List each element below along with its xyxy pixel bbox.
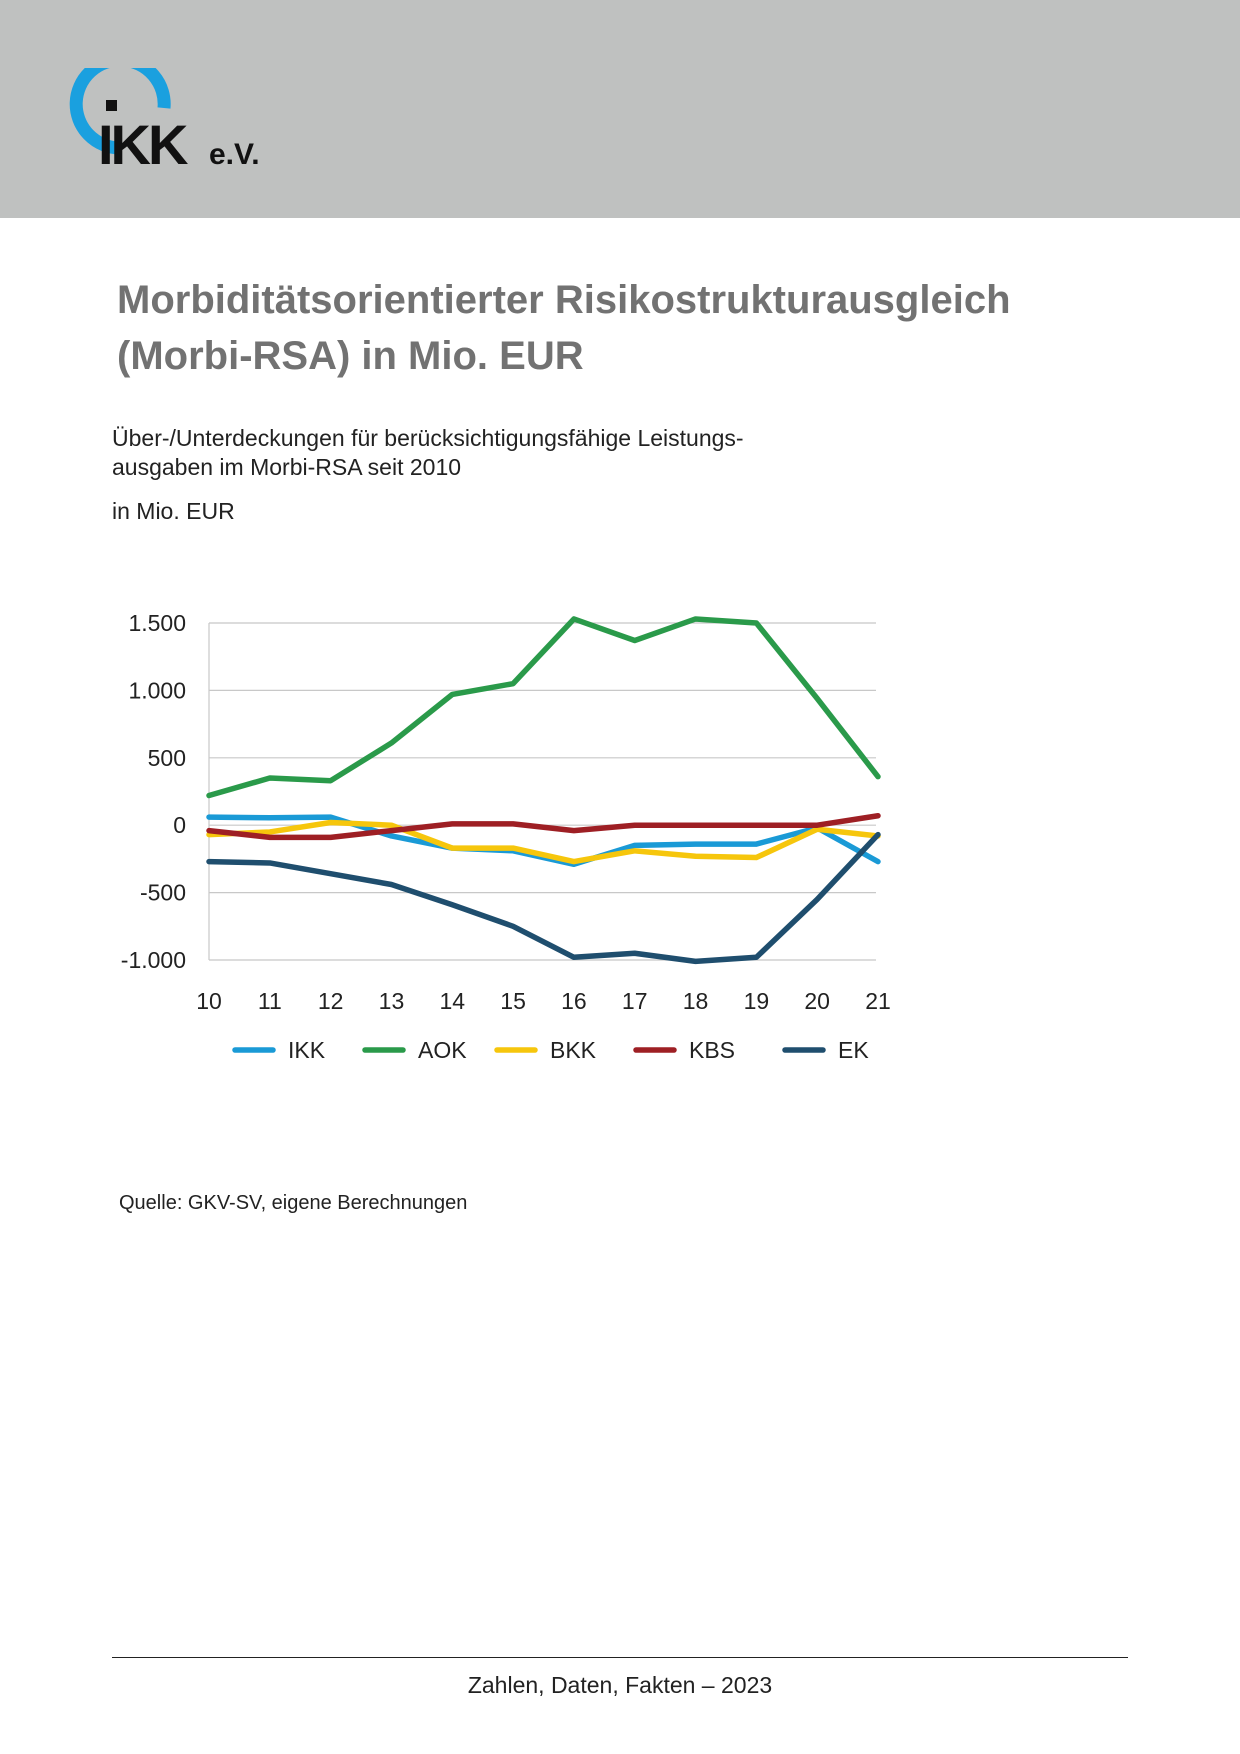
chart-svg: 1.500 1.000 500 0 -500 -1.000 10 11 12 13 14 15 16 17… — [0, 580, 1240, 1100]
logo-text: IKK — [98, 113, 188, 176]
page-title: Morbiditätsorientierter Risikostrukturau… — [117, 272, 1167, 384]
x-tick-label: 17 — [622, 988, 648, 1014]
series-line-aok — [209, 619, 878, 796]
subtitle-line1: Über-/Unterdeckungen für berücksichtigun… — [112, 424, 832, 453]
x-tick-label: 14 — [439, 988, 465, 1014]
legend-label-bkk: BKK — [550, 1037, 597, 1063]
x-tick-label: 18 — [683, 988, 709, 1014]
x-tick-label: 19 — [744, 988, 770, 1014]
y-tick-label: 0 — [173, 812, 186, 838]
y-tick-label: 500 — [148, 745, 186, 771]
y-tick-label: -1.000 — [121, 947, 186, 973]
subtitle-line2: ausgaben im Morbi-RSA seit 2010 — [112, 453, 832, 482]
source-note: Quelle: GKV-SV, eigene Berechnungen — [119, 1192, 467, 1215]
page-title-line1: Morbiditätsorientierter Risikostrukturau… — [117, 272, 1167, 328]
line-chart: 1.500 1.000 500 0 -500 -1.000 10 11 12 13 14 15 16 17… — [0, 580, 1240, 1100]
x-tick-label: 15 — [500, 988, 526, 1014]
x-tick-label: 11 — [258, 988, 282, 1014]
page-title-line2: (Morbi-RSA) in Mio. EUR — [117, 328, 1167, 384]
legend-label-kbs: KBS — [689, 1037, 735, 1063]
y-tick-label: 1.500 — [128, 610, 186, 636]
y-tick-label: 1.000 — [128, 677, 186, 703]
x-tick-label: 16 — [561, 988, 587, 1014]
legend-label-ek: EK — [838, 1037, 869, 1063]
x-tick-label: 20 — [804, 988, 830, 1014]
unit-label: in Mio. EUR — [112, 498, 235, 525]
x-tick-label: 12 — [318, 988, 344, 1014]
logo-suffix: e.V. — [209, 138, 260, 171]
footer-divider — [112, 1657, 1128, 1658]
logo-dot-icon — [106, 100, 117, 111]
y-tick-label: -500 — [140, 880, 186, 906]
header-band: IKK e.V. — [0, 0, 1240, 218]
ikk-logo: IKK e.V. — [68, 68, 288, 178]
footer-text: Zahlen, Daten, Fakten – 2023 — [0, 1672, 1240, 1699]
x-tick-label: 10 — [196, 988, 222, 1014]
legend-label-ikk: IKK — [288, 1037, 326, 1063]
legend-label-aok: AOK — [418, 1037, 467, 1063]
x-tick-label: 21 — [865, 988, 891, 1014]
x-tick-label: 13 — [379, 988, 405, 1014]
chart-subtitle: Über-/Unterdeckungen für berücksichtigun… — [112, 424, 832, 482]
